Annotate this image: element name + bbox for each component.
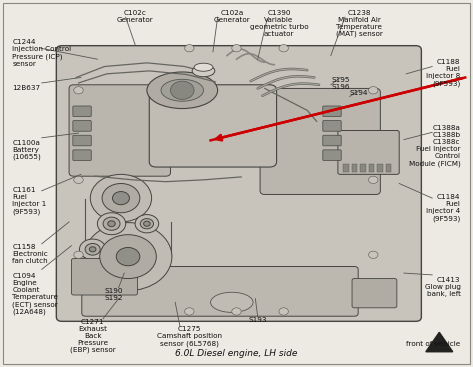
Text: C1271
Exhaust
Back
Pressure
(EBP) sensor: C1271 Exhaust Back Pressure (EBP) sensor (70, 319, 115, 353)
Text: front of vehicle: front of vehicle (406, 341, 461, 347)
Text: S194: S194 (350, 90, 368, 96)
Bar (351, 164, 357, 172)
Circle shape (74, 176, 83, 184)
FancyBboxPatch shape (56, 46, 421, 321)
Circle shape (97, 213, 126, 235)
Circle shape (184, 44, 194, 52)
Circle shape (368, 87, 378, 94)
Circle shape (279, 308, 289, 315)
FancyBboxPatch shape (73, 150, 91, 160)
FancyBboxPatch shape (73, 121, 91, 131)
FancyBboxPatch shape (323, 135, 341, 146)
FancyBboxPatch shape (352, 279, 397, 308)
Text: S193: S193 (248, 317, 267, 323)
Text: C102c
Generator: C102c Generator (117, 10, 153, 23)
Circle shape (116, 247, 140, 266)
Circle shape (103, 217, 120, 230)
FancyBboxPatch shape (82, 266, 358, 316)
Bar (360, 164, 366, 172)
Ellipse shape (192, 65, 215, 77)
Bar (368, 164, 374, 172)
Text: C1244
Injection Control
Pressure (ICP)
sensor: C1244 Injection Control Pressure (ICP) s… (12, 39, 71, 66)
Circle shape (90, 174, 152, 222)
FancyBboxPatch shape (338, 131, 399, 174)
Circle shape (102, 184, 140, 213)
FancyBboxPatch shape (69, 85, 170, 176)
Text: 6.0L Diesel engine, LH side: 6.0L Diesel engine, LH side (175, 349, 298, 358)
Ellipse shape (210, 292, 253, 312)
FancyBboxPatch shape (71, 258, 138, 295)
Polygon shape (426, 332, 453, 352)
Text: 12B637: 12B637 (12, 85, 41, 91)
FancyBboxPatch shape (149, 85, 277, 167)
FancyBboxPatch shape (323, 106, 341, 117)
Bar (343, 164, 349, 172)
Ellipse shape (194, 63, 213, 71)
Text: C1100a
Battery
(10655): C1100a Battery (10655) (12, 139, 41, 160)
FancyBboxPatch shape (323, 121, 341, 131)
Text: C1184
Fuel
Injector 4
(9F593): C1184 Fuel Injector 4 (9F593) (426, 195, 461, 222)
Circle shape (113, 192, 130, 205)
Circle shape (144, 221, 150, 226)
Text: C1161
Fuel
Injector 1
(9F593): C1161 Fuel Injector 1 (9F593) (12, 187, 47, 215)
Ellipse shape (147, 72, 218, 109)
Circle shape (74, 87, 83, 94)
Text: S195
S196: S195 S196 (331, 77, 350, 91)
FancyBboxPatch shape (260, 88, 380, 195)
Circle shape (108, 221, 115, 227)
FancyBboxPatch shape (323, 150, 341, 160)
Ellipse shape (161, 79, 203, 101)
Circle shape (84, 223, 172, 291)
Circle shape (140, 219, 154, 229)
FancyBboxPatch shape (73, 135, 91, 146)
Circle shape (89, 247, 96, 252)
Text: C1275
Camshaft position
sensor (6L5768): C1275 Camshaft position sensor (6L5768) (157, 326, 222, 346)
Circle shape (368, 251, 378, 258)
Text: C102a
Generator: C102a Generator (213, 10, 250, 23)
Bar (385, 164, 391, 172)
Circle shape (232, 308, 241, 315)
Circle shape (170, 81, 194, 99)
FancyBboxPatch shape (73, 106, 91, 117)
Text: C1413
Glow plug
bank, left: C1413 Glow plug bank, left (424, 277, 461, 297)
Text: S190
S192: S190 S192 (105, 288, 123, 301)
Circle shape (74, 251, 83, 258)
Circle shape (79, 239, 106, 259)
Circle shape (368, 176, 378, 184)
Text: C1388a
C1388b
C1388c
Fuel Injector
Control
Module (FICM): C1388a C1388b C1388c Fuel Injector Contr… (409, 125, 461, 167)
Text: C1158
Electronic
fan clutch: C1158 Electronic fan clutch (12, 244, 48, 264)
Circle shape (85, 243, 100, 255)
Circle shape (184, 308, 194, 315)
Text: C1390
Variable
geometric turbo
actuator: C1390 Variable geometric turbo actuator (250, 10, 308, 37)
Circle shape (135, 215, 158, 233)
Bar (377, 164, 383, 172)
Text: C1238
Manifold Air
Temperature
(MAT) sensor: C1238 Manifold Air Temperature (MAT) sen… (336, 10, 383, 37)
Circle shape (232, 44, 241, 52)
Circle shape (100, 235, 156, 279)
Circle shape (279, 44, 289, 52)
Text: C1094
Engine
Coolant
Temperature
(ECT) sensor
(12A648): C1094 Engine Coolant Temperature (ECT) s… (12, 273, 59, 315)
Text: C1188
Fuel
Injector 8
(9F593): C1188 Fuel Injector 8 (9F593) (426, 59, 461, 87)
